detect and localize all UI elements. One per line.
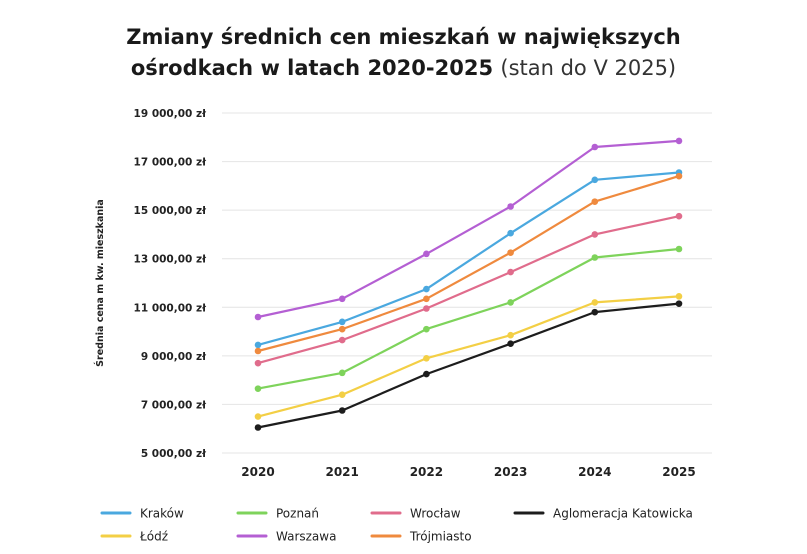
data-point (507, 299, 514, 306)
data-point (423, 250, 430, 258)
data-point (338, 369, 346, 377)
data-point (423, 295, 430, 303)
y-tick-label: 11 000,00 zł (134, 302, 208, 314)
legend-label: Kraków (140, 507, 184, 521)
data-point (254, 347, 262, 355)
series-line (257, 302, 680, 429)
data-point (675, 137, 683, 145)
title-line-1: Zmiany średnich cen mieszkań w największ… (126, 25, 681, 49)
data-point (591, 176, 599, 184)
data-point (338, 407, 346, 414)
data-point (591, 299, 599, 306)
data-point (507, 331, 514, 339)
series-line (257, 215, 680, 365)
data-point (423, 370, 430, 378)
title-line-2: ośrodkach w latach 2020-2025 (stan do V … (0, 53, 807, 84)
legend-label: Trójmiasto (409, 530, 472, 544)
legend-label: Łódź (139, 530, 168, 544)
data-point (675, 300, 683, 307)
series-line (257, 139, 680, 319)
y-axis-label: Średnia cena m kw. mieszkania (94, 199, 106, 367)
data-point (254, 313, 262, 321)
data-point (591, 308, 599, 316)
y-tick-label: 17 000,00 zł (134, 157, 208, 169)
data-point (254, 385, 262, 392)
data-point (338, 336, 346, 344)
series-line (257, 295, 680, 418)
data-point (507, 203, 514, 210)
data-point (254, 424, 262, 431)
series-line (257, 171, 680, 346)
data-point (254, 359, 262, 367)
data-point (675, 212, 683, 220)
title-line-2-light: (stan do V 2025) (500, 56, 677, 80)
data-point (507, 268, 514, 276)
y-tick-label: 15 000,00 zł (134, 205, 208, 217)
series-line (257, 247, 680, 390)
series-line (257, 175, 680, 353)
y-tick-label: 19 000,00 zł (134, 108, 208, 120)
x-tick-label: 2021 (325, 465, 358, 479)
data-point (591, 231, 599, 238)
y-tick-label: 5 000,00 zł (141, 448, 207, 460)
data-point (591, 254, 599, 261)
data-point (338, 295, 346, 303)
data-point (254, 413, 262, 420)
data-point (423, 354, 430, 362)
data-point (338, 318, 346, 326)
data-point (591, 198, 599, 205)
data-point (675, 293, 683, 300)
data-point (507, 340, 514, 348)
data-point (507, 229, 514, 237)
y-tick-label: 9 000,00 zł (141, 351, 207, 363)
y-tick-label: 13 000,00 zł (134, 254, 208, 266)
data-point (338, 391, 346, 399)
legend-label: Wrocław (410, 507, 461, 521)
data-point (675, 245, 683, 253)
data-point (338, 325, 346, 333)
data-point (423, 325, 430, 333)
legend-label: Aglomeracja Katowicka (553, 507, 693, 521)
x-tick-label: 2025 (662, 465, 695, 479)
y-tick-label: 7 000,00 zł (141, 399, 207, 411)
x-tick-label: 2023 (494, 465, 527, 479)
data-point (591, 143, 599, 151)
data-point (507, 249, 514, 256)
x-tick-label: 2020 (241, 465, 274, 479)
x-tick-label: 2024 (578, 465, 611, 479)
x-tick-label: 2022 (410, 465, 443, 479)
data-point (423, 305, 430, 312)
legend-label: Poznań (276, 507, 319, 521)
data-point (254, 341, 262, 349)
data-point (675, 172, 683, 180)
data-point (423, 285, 430, 293)
legend-label: Warszawa (276, 530, 336, 544)
title-line-2-bold: ośrodkach w latach 2020-2025 (130, 56, 494, 80)
chart-title: Zmiany średnich cen mieszkań w największ… (0, 22, 807, 84)
